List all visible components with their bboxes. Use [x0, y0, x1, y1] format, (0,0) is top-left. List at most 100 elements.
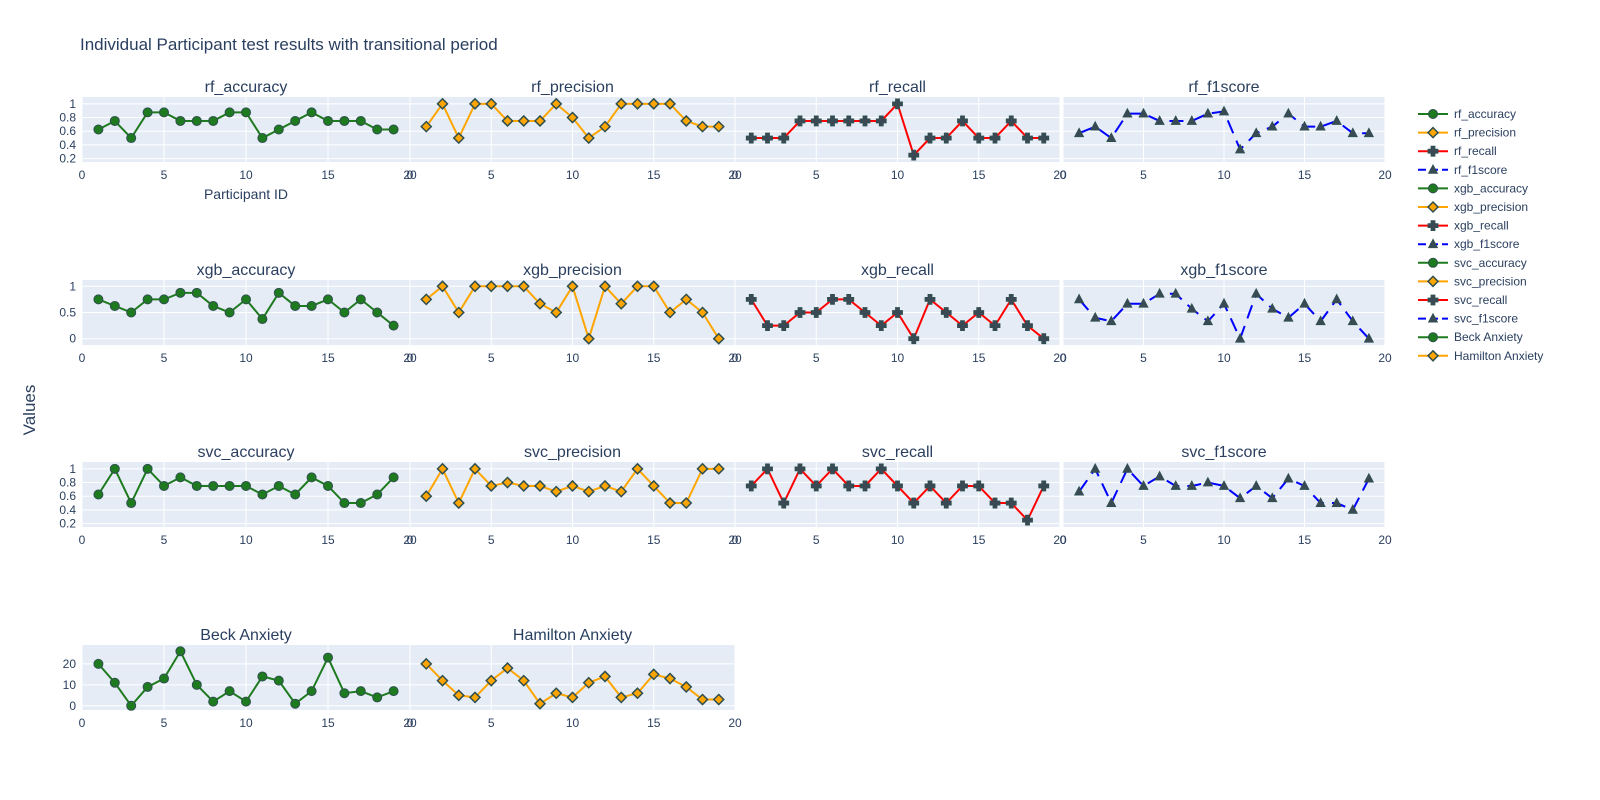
- x-tick-label: 0: [732, 351, 739, 365]
- data-point: [1138, 107, 1149, 118]
- subplot-title: Hamilton Anxiety: [513, 627, 632, 644]
- data-point: [109, 115, 120, 126]
- data-point: [1138, 480, 1149, 490]
- data-point: [93, 294, 104, 305]
- data-point: [109, 300, 120, 311]
- legend-entry-svc-precision[interactable]: svc_precision: [1418, 274, 1527, 288]
- legend-entry-xgb-f1score[interactable]: xgb_f1score: [1418, 237, 1520, 251]
- data-point: [973, 307, 985, 318]
- data-point: [452, 306, 465, 319]
- data-point: [940, 497, 952, 509]
- y-tick-label: 0.4: [59, 138, 76, 152]
- data-point: [1005, 497, 1017, 509]
- x-tick-label: 10: [566, 533, 580, 547]
- legend-entry-rf-accuracy[interactable]: rf_accuracy: [1418, 107, 1516, 121]
- data-point: [224, 107, 235, 118]
- data-point: [924, 293, 936, 305]
- legend-entry-svc-f1score[interactable]: svc_f1score: [1418, 312, 1518, 326]
- data-point: [501, 280, 514, 293]
- legend-entry-rf-f1score[interactable]: rf_f1score: [1418, 163, 1508, 177]
- legend-entry-rf-precision[interactable]: rf_precision: [1418, 126, 1516, 140]
- subplot-title: xgb_recall: [861, 262, 934, 279]
- legend-marker: [1426, 275, 1440, 288]
- data-point: [615, 691, 628, 704]
- subplot-hamilton-anxiety: 0 5 10 15 20 Hamilton Anxiety: [407, 627, 742, 730]
- data-point: [126, 307, 137, 318]
- data-point: [208, 696, 219, 707]
- data-point: [810, 307, 822, 318]
- data-point: [598, 670, 612, 683]
- legend-entry-rf-recall[interactable]: rf_recall: [1418, 144, 1497, 158]
- y-tick-label: 0: [69, 332, 76, 346]
- data-point: [875, 463, 887, 475]
- subplot-xgb-f1score: 0 5 10 15 20 xgb_f1score: [1060, 262, 1392, 365]
- data-point: [142, 294, 153, 305]
- data-point: [1170, 287, 1181, 298]
- data-point: [372, 692, 383, 703]
- subplot-title: rf_f1score: [1188, 79, 1259, 96]
- x-tick-label: 20: [1053, 533, 1067, 547]
- data-point: [1005, 115, 1017, 127]
- legend-entry-hamilton-anxiety[interactable]: Hamilton Anxiety: [1418, 349, 1543, 363]
- data-point: [1234, 492, 1246, 503]
- data-point: [191, 287, 202, 298]
- data-point: [1138, 297, 1149, 308]
- x-tick-label: 5: [161, 533, 168, 547]
- data-point: [1283, 472, 1294, 483]
- data-point: [843, 115, 855, 127]
- data-point: [598, 280, 612, 293]
- legend-entry-xgb-precision[interactable]: xgb_precision: [1418, 200, 1528, 214]
- data-point: [647, 668, 660, 681]
- legend-marker: [1427, 294, 1439, 306]
- y-tick-label: 0.5: [59, 306, 76, 320]
- data-point: [762, 463, 773, 475]
- data-point: [191, 679, 202, 690]
- data-point: [1186, 480, 1197, 490]
- data-point: [1251, 287, 1262, 298]
- data-point: [1090, 462, 1101, 473]
- data-point: [1363, 472, 1375, 483]
- data-point: [566, 479, 579, 493]
- data-point: [355, 294, 366, 305]
- data-point: [126, 498, 137, 509]
- data-point: [1202, 315, 1214, 326]
- data-point: [1186, 302, 1197, 313]
- data-point: [615, 297, 628, 310]
- y-tick-label: 1: [69, 279, 76, 293]
- data-point: [1154, 470, 1165, 481]
- y-tick-label: 0.8: [59, 111, 76, 125]
- legend-marker: [1427, 163, 1439, 174]
- data-point: [109, 463, 120, 474]
- legend-entry-svc-accuracy[interactable]: svc_accuracy: [1418, 256, 1527, 270]
- data-point: [241, 294, 251, 305]
- data-point: [892, 307, 903, 318]
- legend-entry-xgb-recall[interactable]: xgb_recall: [1418, 219, 1509, 233]
- data-point: [1299, 297, 1310, 308]
- data-point: [989, 497, 1001, 509]
- x-tick-label: 15: [647, 168, 661, 182]
- x-tick-label: 10: [891, 533, 905, 547]
- data-point: [388, 472, 399, 483]
- legend-entry-xgb-accuracy[interactable]: xgb_accuracy: [1418, 181, 1528, 195]
- data-point: [957, 480, 968, 492]
- x-tick-label: 20: [403, 533, 417, 547]
- data-point: [485, 280, 498, 293]
- x-tick-label: 10: [239, 533, 253, 547]
- data-point: [436, 97, 449, 110]
- data-point: [1022, 320, 1033, 332]
- y-tick-label: 0.2: [59, 517, 76, 531]
- x-tick-label: 20: [728, 533, 742, 547]
- x-tick-label: 15: [972, 533, 986, 547]
- x-tick-label: 20: [403, 168, 417, 182]
- data-point: [191, 480, 202, 491]
- data-point: [1347, 127, 1358, 138]
- data-point: [175, 115, 186, 126]
- data-point: [875, 115, 887, 127]
- legend-entry-svc-recall[interactable]: svc_recall: [1418, 293, 1507, 307]
- legend-marker: [1427, 312, 1439, 323]
- data-point: [696, 462, 709, 475]
- data-point: [924, 132, 936, 144]
- data-point: [420, 293, 433, 306]
- legend-entry-beck-anxiety[interactable]: Beck Anxiety: [1418, 330, 1523, 344]
